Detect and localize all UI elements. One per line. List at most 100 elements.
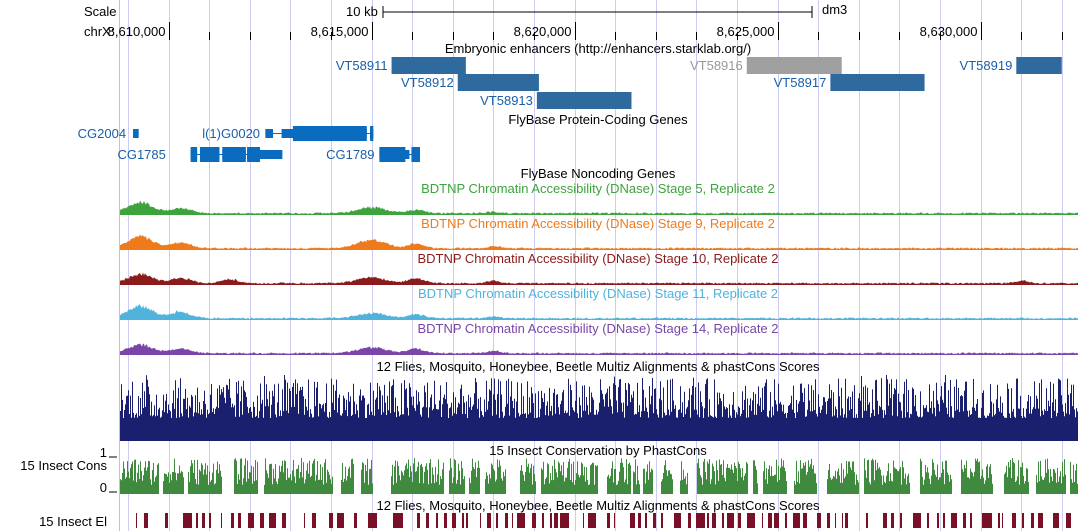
conserved-element: [487, 513, 491, 528]
multiz-track[interactable]: [120, 375, 1078, 441]
enhancer-label[interactable]: VT58917: [774, 75, 827, 90]
conserved-element: [196, 513, 198, 528]
conserved-element: [462, 513, 464, 528]
conserved-element: [712, 513, 716, 528]
ruler-tick-label: 8,630,000: [920, 24, 978, 39]
genes-track-title: FlyBase Protein-Coding Genes: [508, 112, 688, 127]
conserved-element: [803, 513, 807, 528]
enhancer-feature[interactable]: [536, 92, 632, 109]
conserved-element: [444, 513, 447, 528]
conserved-element: [1066, 513, 1071, 528]
conserved-element: [436, 513, 438, 528]
dnase-track-title: BDTNP Chromatin Accessibility (DNase) St…: [417, 251, 778, 266]
conserved-element: [165, 513, 168, 528]
conserved-element: [937, 513, 939, 528]
conserved-element: [774, 513, 779, 528]
conserved-element: [845, 513, 848, 528]
conserved-element: [248, 513, 254, 528]
conserved-element: [426, 513, 429, 528]
conserved-element: [496, 513, 498, 528]
conserved-element: [260, 513, 264, 528]
enhancer-feature[interactable]: [391, 57, 466, 74]
dnase-track-title: BDTNP Chromatin Accessibility (DNase) St…: [418, 286, 778, 301]
dnase-signal: [120, 272, 1078, 284]
enhancer-label[interactable]: VT58912: [401, 75, 454, 90]
assembly-label: dm3: [822, 2, 847, 17]
conserved-element: [982, 513, 992, 528]
dnase-signal: [120, 200, 1078, 214]
dnase-signal: [120, 343, 1078, 354]
conserved-element: [630, 513, 635, 528]
conserved-element: [368, 513, 377, 528]
enhancer-feature[interactable]: [457, 74, 539, 91]
conserved-element: [827, 513, 830, 528]
conserved-element: [793, 513, 800, 528]
gene-cds: [222, 147, 246, 162]
enhancer-feature[interactable]: [830, 74, 925, 91]
conserved-element: [183, 513, 192, 528]
phastcons-track[interactable]: [120, 458, 1078, 494]
conserved-element: [532, 513, 536, 528]
conserved-element: [452, 513, 456, 528]
conserved-elements-track[interactable]: [136, 513, 1071, 528]
gene-cds: [411, 147, 420, 162]
enhancer-label[interactable]: VT58919: [960, 58, 1013, 73]
noncoding-track-title: FlyBase Noncoding Genes: [521, 166, 676, 181]
conserved-element: [970, 513, 972, 528]
gene-exon: [265, 129, 274, 138]
conserved-element: [304, 513, 305, 528]
conserved-element: [1031, 513, 1034, 528]
conserved-element: [393, 513, 403, 528]
conserved-element: [550, 513, 552, 528]
gene-exon: [247, 150, 283, 159]
enhancers-track[interactable]: VT58911 VT58912 VT58913 VT58916 VT58917 VT589…: [336, 57, 1062, 109]
gene-cds: [190, 147, 198, 162]
dnase-track-title: BDTNP Chromatin Accessibility (DNase) St…: [421, 181, 775, 196]
conserved-element: [661, 513, 663, 528]
enhancer-label[interactable]: VT58916: [690, 58, 743, 73]
elements-side-label[interactable]: 15 Insect El: [39, 514, 107, 529]
gene-cds: [370, 126, 374, 141]
conserved-element: [542, 513, 544, 528]
phastcons-bars: [120, 458, 1078, 494]
conserved-element: [614, 513, 615, 528]
multiz-bars: [120, 375, 1078, 440]
ruler-tick-label: 8,625,000: [717, 24, 775, 39]
phastcons-side-label[interactable]: 15 Insect Cons: [20, 458, 107, 473]
enhancer-label[interactable]: VT58911: [336, 58, 388, 73]
enhancer-feature[interactable]: [746, 57, 842, 74]
gene-label[interactable]: l(1)G0020: [202, 126, 260, 141]
gene-label[interactable]: CG2004: [78, 126, 126, 141]
base-position-ruler[interactable]: Scale chrX: 10 kb dm3 8,610,000 8,615,000…: [84, 2, 1063, 40]
conserved-element: [943, 513, 945, 528]
conserved-element: [738, 513, 741, 528]
phastcons-track-title: 15 Insect Conservation by PhastCons: [489, 443, 707, 458]
conserved-element: [221, 513, 222, 528]
conserved-element: [951, 513, 957, 528]
conserved-element: [1012, 513, 1016, 528]
enhancer-feature[interactable]: [1016, 57, 1062, 74]
conserved-element: [466, 513, 468, 528]
conserved-element: [329, 513, 333, 528]
protein-coding-genes-track[interactable]: CG2004 l(1)G0020 CG1785 CG1789: [78, 126, 420, 162]
gene-cds: [247, 147, 261, 162]
conserved-element: [607, 513, 610, 528]
dnase-tracks[interactable]: BDTNP Chromatin Accessibility (DNase) St…: [120, 181, 1078, 355]
dnase-track-title: BDTNP Chromatin Accessibility (DNase) St…: [417, 321, 778, 336]
conserved-element: [238, 513, 241, 528]
dnase-track-title: BDTNP Chromatin Accessibility (DNase) St…: [421, 216, 775, 231]
conserved-element: [136, 513, 137, 528]
dnase-signal: [120, 234, 1078, 249]
conserved-element: [144, 513, 148, 528]
enhancer-label[interactable]: VT58913: [480, 93, 533, 108]
gene-cds: [199, 147, 220, 162]
conserved-element: [963, 513, 966, 528]
conserved-element: [883, 513, 887, 528]
gene-label[interactable]: CG1785: [117, 147, 165, 162]
ruler-ticks: 8,610,000 8,615,000 8,620,000 8,625,000 8,63…: [108, 22, 1063, 40]
gene-label[interactable]: CG1789: [326, 147, 374, 162]
conserved-element: [354, 513, 357, 528]
conserved-element: [927, 513, 929, 528]
scale-bar-label: 10 kb: [346, 4, 378, 19]
conserved-element: [209, 513, 211, 528]
